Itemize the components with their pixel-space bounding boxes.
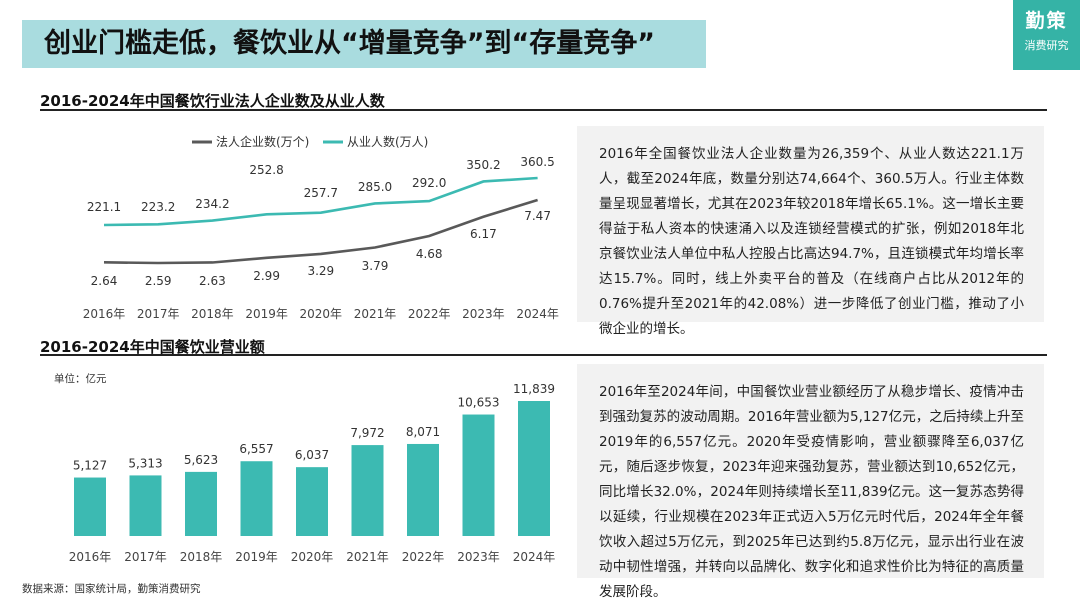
revenue-data-label: 5,623 (184, 453, 218, 467)
x-axis-tick-label: 2021年 (346, 550, 389, 564)
x-axis-tick-label: 2019年 (235, 550, 278, 564)
revenue-data-label: 11,839 (513, 382, 555, 396)
x-axis-tick-label: 2018年 (180, 550, 223, 564)
enterprises-data-label: 4.68 (416, 247, 443, 261)
section1-description: 2016年全国餐饮业法人企业数量为26,359个、从业人数达221.1万人，截至… (577, 126, 1044, 337)
revenue-data-label: 6,037 (295, 448, 329, 462)
x-axis-tick-label: 2022年 (408, 307, 451, 321)
revenue-bar (518, 401, 550, 536)
enterprises-data-label: 3.29 (307, 264, 334, 278)
brand-logo: 勤策 消费研究 (1013, 0, 1080, 70)
revenue-bar (74, 477, 106, 536)
section1-divider (40, 109, 1047, 111)
data-source-note: 数据来源：国家统计局，勤策消费研究 (22, 583, 201, 595)
page-title: 创业门槛走低，餐饮业从“增量竞争”到“存量竞争” (44, 28, 655, 59)
logo-subtitle: 消费研究 (1024, 39, 1069, 52)
x-axis-tick-label: 2016年 (69, 550, 112, 564)
employees-series-line (103, 176, 538, 227)
enterprises-data-label: 2.64 (91, 274, 118, 288)
x-axis-tick-label: 2017年 (137, 307, 180, 321)
legend-label-enterprises: 法人企业数(万个) (216, 134, 309, 149)
legend-label-employees: 从业人数(万人) (347, 134, 428, 149)
x-axis-tick-label: 2024年 (516, 307, 559, 321)
x-axis-tick-label: 2019年 (245, 307, 288, 321)
employees-data-label: 234.2 (195, 197, 229, 211)
line-chart: 法人企业数(万个) 从业人数(万人) 221.1 223.2 234.2 252.8 257… (83, 134, 559, 321)
section2-divider (40, 354, 1047, 356)
section2-description: 2016年至2024年间，中国餐饮业营业额经历了从稳步增长、疫情冲击到强劲复苏的… (577, 364, 1044, 600)
section2-title: 2016-2024年中国餐饮业营业额 (40, 338, 265, 356)
enterprises-data-label: 2.63 (199, 274, 226, 288)
employees-data-label: 350.2 (466, 158, 500, 172)
revenue-bar (407, 443, 439, 536)
revenue-bar (185, 471, 217, 536)
x-axis-tick-label: 2023年 (457, 550, 500, 564)
employees-data-label: 221.1 (87, 200, 121, 214)
employees-data-label: 285.0 (358, 180, 392, 194)
section1-title: 2016-2024年中国餐饮行业法人企业数及从业人数 (40, 92, 385, 110)
chart-unit-label: 单位：亿元 (54, 372, 107, 385)
title-banner: 创业门槛走低，餐饮业从“增量竞争”到“存量竞争” (22, 20, 706, 68)
enterprises-data-label: 2.59 (145, 274, 172, 288)
revenue-bar (462, 414, 495, 536)
revenue-data-label: 5,313 (128, 456, 162, 470)
bar-chart: 单位：亿元 5,127 2016年 5,313 2017年 5,623 2018年 6,557… (54, 372, 556, 564)
enterprises-data-label: 6.17 (470, 227, 497, 241)
x-axis-tick-label: 2017年 (124, 550, 167, 564)
employees-data-label: 360.5 (520, 155, 554, 169)
revenue-bar (240, 461, 273, 536)
x-axis-tick-label: 2020年 (291, 550, 334, 564)
revenue-data-label: 6,557 (239, 442, 273, 456)
enterprises-series-line (103, 198, 538, 265)
employees-data-label: 252.8 (249, 163, 283, 177)
revenue-data-label: 5,127 (73, 459, 107, 473)
x-axis-tick-label: 2024年 (513, 550, 556, 564)
revenue-data-label: 8,071 (406, 425, 440, 439)
x-axis-tick-label: 2022年 (402, 550, 445, 564)
enterprises-data-label: 7.47 (524, 209, 551, 223)
employees-data-label: 292.0 (412, 176, 446, 190)
revenue-data-label: 10,653 (458, 396, 500, 410)
revenue-bar (296, 467, 328, 536)
x-axis-tick-label: 2016年 (83, 307, 126, 321)
x-axis-tick-label: 2021年 (354, 307, 397, 321)
revenue-bar (351, 445, 384, 536)
logo-brand-name: 勤策 (1025, 10, 1068, 32)
enterprises-data-label: 3.79 (362, 259, 389, 273)
enterprises-data-label: 2.99 (253, 269, 280, 283)
employees-data-label: 223.2 (141, 200, 175, 214)
x-axis-tick-label: 2023年 (462, 307, 505, 321)
x-axis-tick-label: 2020年 (300, 307, 343, 321)
employees-data-label: 257.7 (304, 186, 338, 200)
revenue-data-label: 7,972 (350, 426, 384, 440)
x-axis-tick-label: 2018年 (191, 307, 234, 321)
revenue-bar (129, 475, 162, 536)
